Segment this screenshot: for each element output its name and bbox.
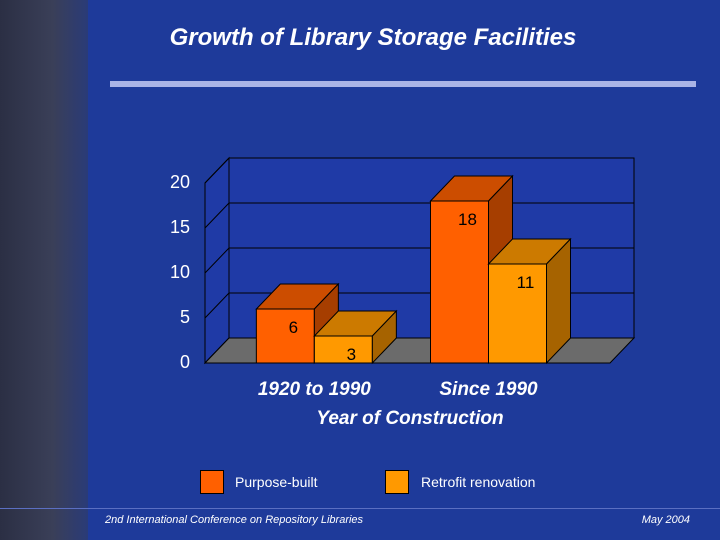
footer-date: May 2004 — [641, 514, 690, 526]
data-label: 6 — [289, 318, 298, 337]
y-tick-label: 15 — [170, 217, 190, 237]
legend-label-purpose-built: Purpose-built — [235, 474, 318, 490]
bar-side-1-0 — [371, 309, 397, 365]
legend-swatch-retrofit — [385, 470, 409, 494]
y-tick-label: 5 — [180, 307, 190, 327]
bar-retrofit-renovation-1 — [488, 263, 547, 364]
x-axis-title: Year of Construction — [316, 408, 503, 429]
title-underline — [110, 81, 696, 87]
data-label: 18 — [458, 210, 477, 229]
left-decor-band — [0, 0, 88, 540]
y-tick-label: 0 — [180, 352, 190, 372]
y-tick-label: 10 — [170, 262, 190, 282]
bar-purpose-built-1 — [430, 200, 489, 364]
gridline-20 — [204, 157, 634, 184]
x-tick-label: Since 1990 — [439, 379, 538, 400]
bar-purpose-built-0 — [255, 308, 315, 364]
bar-side-1-1 — [546, 237, 571, 365]
slide-title: Growth of Library Storage Facilities — [169, 24, 577, 51]
data-label: 11 — [517, 273, 535, 292]
footer-conference: 2nd International Conference on Reposito… — [105, 514, 364, 526]
data-label: 3 — [347, 345, 356, 364]
footer-divider — [0, 508, 720, 509]
bar-retrofit-renovation-0 — [313, 335, 373, 364]
x-tick-label: 1920 to 1990 — [258, 379, 371, 400]
y-tick-label: 20 — [170, 172, 190, 192]
legend-label-retrofit: Retrofit renovation — [421, 474, 536, 490]
legend-swatch-purpose-built — [200, 470, 224, 494]
